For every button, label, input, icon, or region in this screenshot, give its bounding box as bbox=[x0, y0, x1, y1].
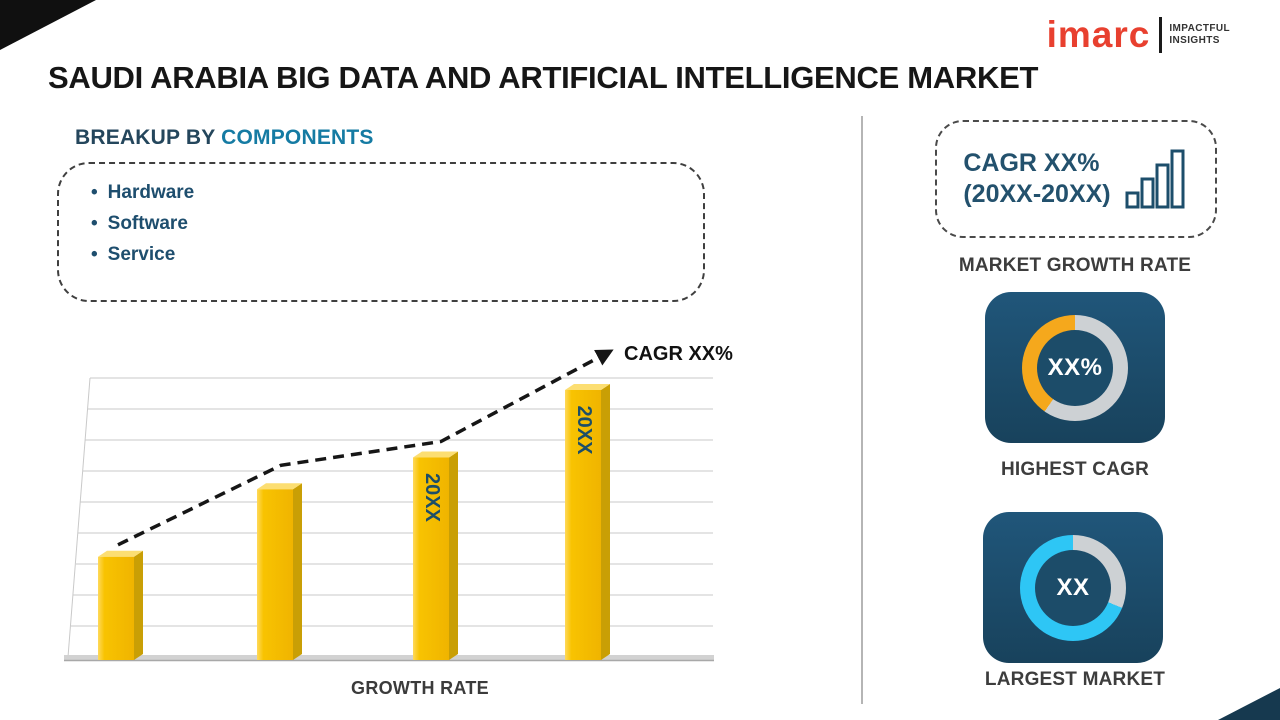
highest-cagr-tile: XX% bbox=[985, 292, 1165, 443]
breakup-heading-accent: COMPONENTS bbox=[221, 126, 374, 149]
chart-gridlines bbox=[67, 377, 713, 658]
bar-year-label: 20XX bbox=[573, 406, 595, 456]
growth-bar-chart: 20XX 20XX CAGR XX% bbox=[64, 343, 733, 662]
donut-hole: XX bbox=[1035, 549, 1111, 626]
donut-hole: XX% bbox=[1037, 329, 1113, 406]
logo-divider bbox=[1159, 16, 1163, 53]
largest-market-donut-chart: XX bbox=[1020, 534, 1126, 641]
bar-2018 bbox=[257, 483, 302, 660]
logo-tagline-line2: INSIGHTS bbox=[1169, 34, 1220, 46]
largest-market-caption: LARGEST MARKET bbox=[984, 669, 1166, 690]
components-box: Hardware Software Service bbox=[57, 162, 705, 302]
vertical-divider bbox=[861, 116, 863, 704]
highest-cagr-donut-chart: XX% bbox=[1022, 314, 1128, 421]
imarc-logo-wordmark: imarc bbox=[1046, 14, 1151, 55]
logo-tagline: IMPACTFUL INSIGHTS bbox=[1169, 23, 1230, 47]
largest-market-value: XX bbox=[1056, 573, 1090, 601]
highest-cagr-value: XX% bbox=[1047, 353, 1103, 381]
components-list: Hardware Software Service bbox=[91, 177, 703, 270]
corner-triangle-top-left bbox=[0, 0, 96, 50]
logo-tagline-line1: IMPACTFUL bbox=[1169, 22, 1230, 34]
market-growth-rate-caption: MARKET GROWTH RATE bbox=[958, 255, 1192, 276]
page-title: SAUDI ARABIA BIG DATA AND ARTIFICIAL INT… bbox=[48, 60, 1039, 95]
imarc-logo: imarc IMPACTFUL INSIGHTS bbox=[1047, 16, 1230, 53]
list-item-service: Service bbox=[91, 239, 703, 270]
bar-year-label: 20XX bbox=[421, 473, 443, 523]
cagr-card-text: CAGR XX% (20XX-20XX) bbox=[963, 148, 1110, 210]
highest-cagr-caption: HIGHEST CAGR bbox=[1000, 459, 1150, 480]
x-axis-label: GROWTH RATE bbox=[351, 678, 489, 698]
trend-annotation: CAGR XX% bbox=[624, 343, 733, 365]
bar-20xx-b: 20XX bbox=[565, 384, 610, 660]
largest-market-tile: XX bbox=[983, 512, 1163, 663]
cagr-card: CAGR XX% (20XX-20XX) bbox=[935, 120, 1217, 238]
cagr-card-line2: (20XX-20XX) bbox=[963, 180, 1111, 208]
bar-chart-icon bbox=[1125, 149, 1185, 209]
bar-20xx-a: 20XX bbox=[413, 451, 458, 660]
trend-arrow bbox=[117, 349, 614, 547]
breakup-heading: BREAKUP BY COMPONENTS bbox=[75, 126, 374, 150]
chart-floor bbox=[64, 655, 714, 661]
cagr-card-line1: CAGR XX% bbox=[963, 149, 1100, 177]
bar-2017 bbox=[98, 550, 143, 660]
list-item-software: Software bbox=[91, 208, 703, 239]
list-item-hardware: Hardware bbox=[91, 177, 703, 208]
corner-triangle-bottom-right bbox=[1218, 688, 1280, 720]
breakup-heading-prefix: BREAKUP BY bbox=[75, 126, 222, 149]
